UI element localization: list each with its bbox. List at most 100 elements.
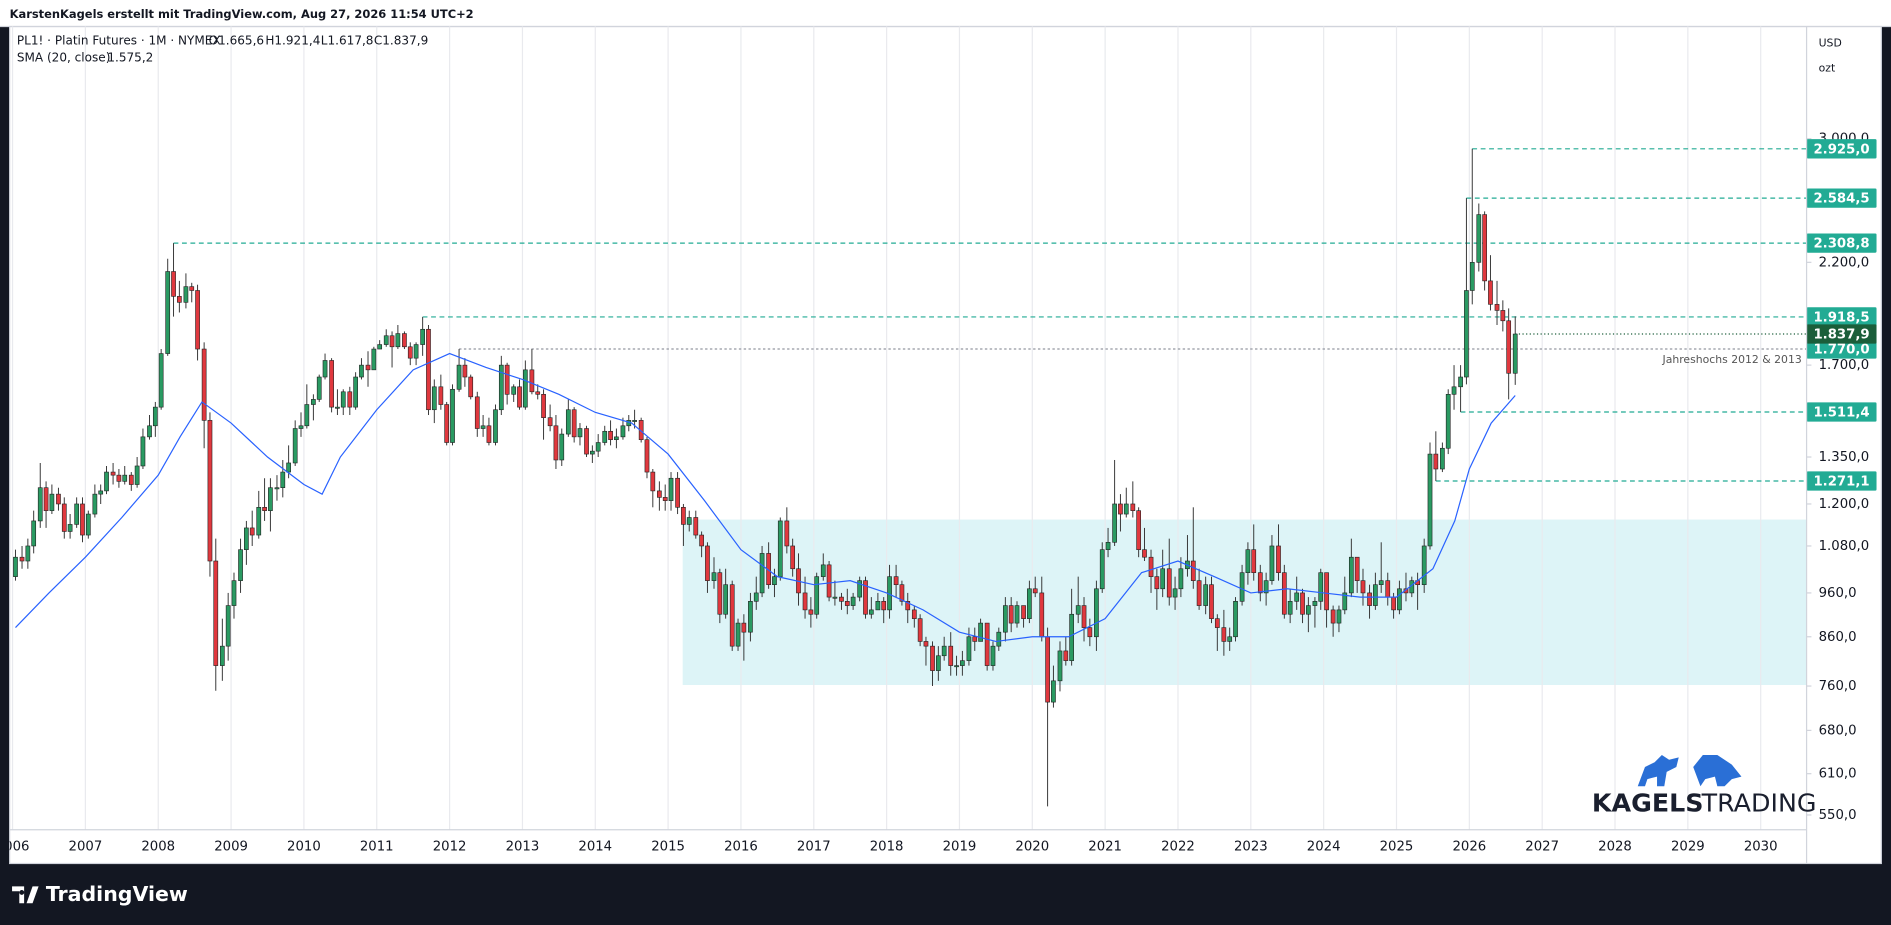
- candle-body: [1336, 609, 1342, 624]
- candle-body: [165, 271, 171, 354]
- candle-body: [56, 493, 61, 505]
- candle-body: [480, 425, 486, 429]
- candle-body: [340, 391, 346, 408]
- candle-body: [207, 420, 213, 562]
- candle-body: [948, 645, 954, 666]
- candle-body: [450, 388, 455, 443]
- candle-body: [1045, 636, 1050, 703]
- candle-body: [335, 406, 340, 409]
- candle-body: [316, 376, 322, 400]
- candle-body: [134, 465, 140, 485]
- level-label: 1.271,1: [1813, 475, 1869, 490]
- candle-body: [1160, 568, 1166, 590]
- candle-body: [1324, 572, 1329, 611]
- x-tick-label: 2010: [287, 840, 321, 855]
- candle-body: [262, 507, 267, 511]
- candle-body: [274, 487, 280, 490]
- candle-body: [905, 601, 911, 611]
- candle-body: [407, 346, 413, 359]
- brand-logo: KAGELS TRADING: [1592, 754, 1817, 817]
- candle-body: [122, 474, 128, 482]
- candle-body: [1112, 503, 1117, 543]
- bull-icon: [1637, 754, 1679, 787]
- candle-body: [1427, 453, 1433, 547]
- candle-body: [735, 622, 741, 647]
- candle-body: [1094, 588, 1099, 638]
- candle-body: [547, 417, 553, 427]
- candle-body: [353, 376, 358, 408]
- candle-body: [468, 376, 474, 398]
- ohlc-open: O1.665,6: [209, 34, 264, 48]
- candle-body: [1276, 545, 1281, 573]
- candle-body: [723, 584, 729, 615]
- brand-light: TRADING: [1701, 787, 1817, 817]
- x-tick-label: 2025: [1380, 840, 1414, 855]
- currency: USD: [1819, 36, 1842, 49]
- candle-body: [832, 596, 838, 599]
- candle-body: [1494, 304, 1500, 311]
- candle-body: [67, 524, 73, 532]
- candle-body: [1021, 605, 1026, 619]
- y-tick-label: 2.200,0: [1819, 255, 1870, 270]
- x-tick-label: 2006: [0, 840, 29, 855]
- x-tick-label: 2024: [1307, 840, 1341, 855]
- candle-body: [1281, 572, 1287, 615]
- candle-body: [729, 584, 735, 647]
- candle-body: [893, 576, 899, 586]
- candle-body: [1118, 503, 1123, 515]
- x-tick-label: 2016: [724, 840, 758, 855]
- candle-body: [535, 391, 541, 395]
- candle-body: [292, 428, 298, 464]
- candle-body: [128, 474, 134, 485]
- overlay: 550,0 610,0 680,0 760,0 860,0 960,0 1.080,0 1.2…: [1806, 132, 1877, 823]
- candle-body: [595, 442, 601, 452]
- candle-body: [1032, 588, 1038, 594]
- candle-body: [1099, 549, 1105, 590]
- candle-body: [493, 409, 498, 443]
- candle-body: [699, 534, 704, 547]
- candle-body: [850, 596, 856, 606]
- y-tick-label: 610,0: [1819, 767, 1857, 782]
- ohlc-low: L1.617,8: [321, 34, 374, 48]
- candle-body: [371, 348, 377, 371]
- candle-body: [92, 493, 98, 515]
- candle-body: [189, 286, 195, 291]
- candle-body: [777, 520, 783, 577]
- candle-body: [268, 487, 273, 511]
- level-label: 1.918,5: [1813, 311, 1869, 326]
- x-tick-label: 2012: [433, 840, 467, 855]
- candle-body: [1354, 556, 1360, 581]
- candle-body: [1367, 592, 1372, 606]
- candle-body: [857, 580, 863, 598]
- candle-body: [1348, 556, 1354, 594]
- candle-body: [1269, 545, 1275, 581]
- candle-body: [219, 645, 225, 666]
- candle-body: [61, 503, 67, 532]
- y-tick-label: 760,0: [1819, 679, 1857, 694]
- candle-body: [1227, 636, 1233, 642]
- candle-body: [1385, 580, 1391, 598]
- candle-body: [693, 517, 699, 536]
- candle-body: [1148, 556, 1154, 577]
- candle-body: [486, 425, 492, 443]
- candle-body: [686, 517, 692, 525]
- candle-body: [1397, 588, 1402, 611]
- candle-body: [620, 425, 626, 438]
- candle-body: [1063, 650, 1069, 661]
- candle-body: [571, 409, 577, 438]
- candle-body: [1239, 572, 1245, 602]
- candle-body: [741, 622, 747, 633]
- candle-body: [541, 394, 546, 418]
- candle-body: [244, 527, 249, 550]
- candle-body: [238, 549, 243, 581]
- candle-body: [49, 493, 55, 511]
- candle-body: [590, 450, 595, 455]
- x-tick-label: 2027: [1525, 840, 1559, 855]
- level-box: [1806, 307, 1877, 327]
- sma-legend: SMA (20, close): [17, 50, 111, 64]
- last-price-label: 1.837,9: [1813, 328, 1869, 343]
- candle-body: [158, 353, 164, 408]
- candle-body: [577, 428, 583, 438]
- level-box: [1806, 188, 1877, 208]
